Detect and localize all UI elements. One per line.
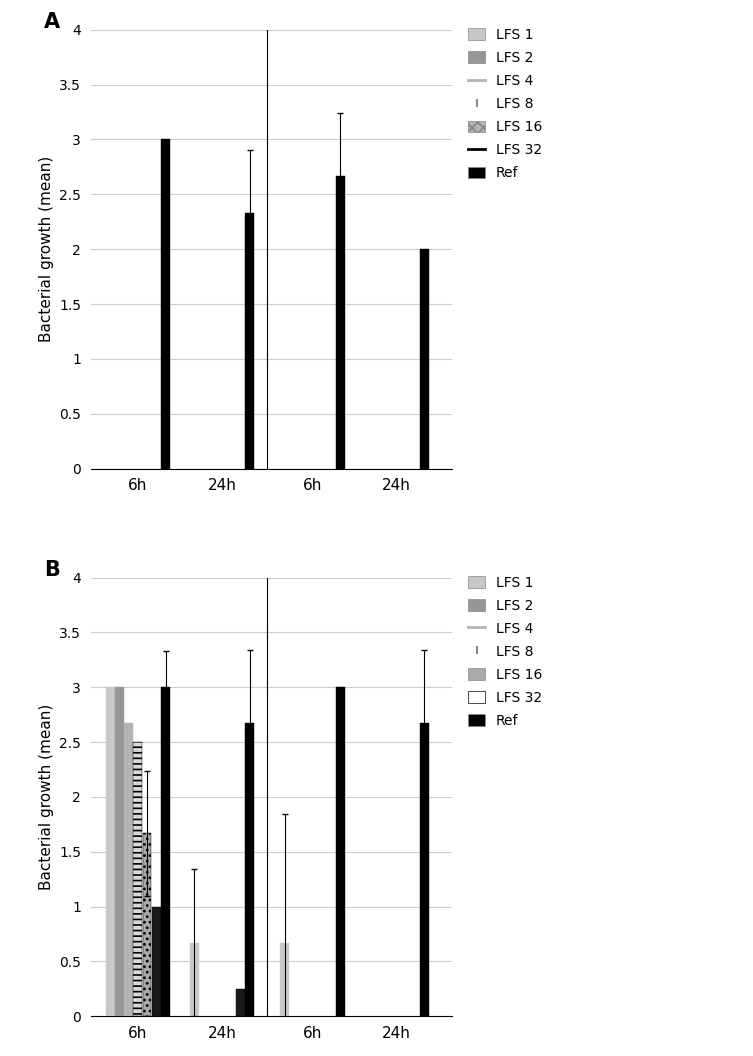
Bar [336,175,345,469]
Bar [236,988,245,1016]
Bar [105,687,114,1016]
Bar [245,723,254,1016]
Bar [115,687,123,1016]
Bar [133,742,142,1016]
Y-axis label: Bacterial growth (mean): Bacterial growth (mean) [38,703,53,890]
Bar [280,943,289,1016]
Bar [419,723,428,1016]
Bar [336,687,345,1016]
Bar [190,943,199,1016]
Legend: LFS 1, LFS 2, LFS 4, LFS 8, LFS 16, LFS 32, Ref: LFS 1, LFS 2, LFS 4, LFS 8, LFS 16, LFS … [468,27,542,181]
Legend: LFS 1, LFS 2, LFS 4, LFS 8, LFS 16, LFS 32, Ref: LFS 1, LFS 2, LFS 4, LFS 8, LFS 16, LFS … [468,576,542,728]
Text: A: A [44,13,60,33]
Bar [152,907,160,1016]
Bar [143,833,151,1016]
Bar [124,723,133,1016]
Bar [245,213,254,469]
Bar [161,139,170,469]
Text: B: B [44,560,59,580]
Bar [419,249,428,469]
Bar [161,687,170,1016]
Y-axis label: Bacterial growth (mean): Bacterial growth (mean) [38,156,53,342]
